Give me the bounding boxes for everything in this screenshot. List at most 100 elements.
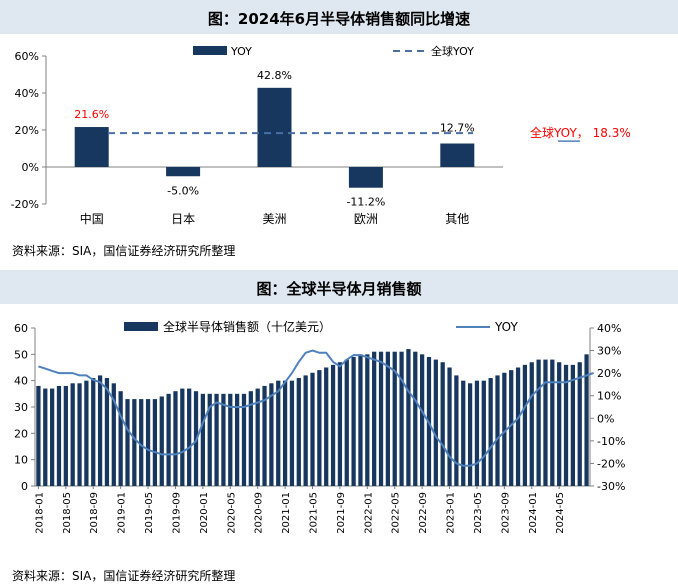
sales-bar <box>440 362 445 486</box>
left-tick-label: 50 <box>14 348 28 361</box>
x-tick-label: 2023-09 <box>500 492 511 534</box>
figure1-title-band: 图：2024年6月半导体销售额同比增速 <box>0 0 678 34</box>
sales-bar <box>467 383 473 486</box>
legend-line-label: 全球YOY <box>431 44 474 58</box>
sales-bar <box>351 356 356 486</box>
sales-bar <box>447 367 452 486</box>
sales-bar <box>372 351 377 486</box>
sales-bar <box>392 351 397 486</box>
sales-bar <box>173 391 178 486</box>
right-tick-label: 0% <box>597 412 614 425</box>
x-tick-label: 2020-09 <box>254 492 265 534</box>
bar <box>348 167 383 188</box>
x-tick-label: 2021-09 <box>336 492 347 534</box>
sales-bar <box>577 362 582 486</box>
x-tick-label: 2018-05 <box>62 492 73 534</box>
sales-bar <box>310 372 315 486</box>
sales-bar <box>365 354 370 486</box>
sales-bar <box>296 378 301 486</box>
x-tick-label: 2022-01 <box>363 492 374 534</box>
data-label: -5.0% <box>167 184 199 197</box>
x-tick-label: 2019-05 <box>144 492 155 534</box>
sales-bar <box>481 380 486 486</box>
sales-bar <box>529 362 534 486</box>
regional-yoy-chart: 60% 40% 20% 0% -20% 中国 21.6% 日本 -5.0% 美洲 42.8% 欧洲 -1… <box>11 44 631 226</box>
figure1-title: 图：2024年6月半导体销售额同比增速 <box>207 10 471 28</box>
sales-bar <box>228 393 233 486</box>
global-yoy-annotation: 全球YOY， 18.3% <box>530 125 631 140</box>
right-tick-label: 40% <box>597 322 621 335</box>
sales-bar <box>474 380 480 486</box>
legend-bar-label: 全球半导体销售额（十亿美元） <box>163 319 331 334</box>
sales-bar <box>584 354 589 486</box>
sales-bar <box>139 399 144 486</box>
sales-bar <box>522 364 528 486</box>
x-tick-label: 2024-05 <box>555 492 566 534</box>
right-tick-label: -20% <box>597 457 625 470</box>
x-tick-label: 2023-05 <box>473 492 484 534</box>
sales-bar <box>200 393 205 486</box>
figure2-source: 资料来源：SIA，国信证券经济研究所整理 <box>12 569 236 583</box>
monthly-sales-chart: 60 50 40 30 20 10 0 40% 30% 20% 10% 0% -10% -20% -30% 2… <box>14 319 625 534</box>
data-label: -11.2% <box>346 196 385 209</box>
sales-bar <box>570 364 575 486</box>
x-tick-label: 2020-01 <box>199 492 210 534</box>
sales-bar <box>502 372 507 486</box>
left-tick-label: 30 <box>14 401 28 414</box>
sales-bar <box>56 385 62 486</box>
figure1-source: 资料来源：SIA，国信证券经济研究所整理 <box>12 244 236 258</box>
bar <box>440 143 475 167</box>
y-tick-label: 60% <box>15 50 39 63</box>
sales-bar <box>111 383 116 486</box>
sales-bar <box>378 351 384 486</box>
sales-bar <box>515 367 521 486</box>
right-tick-label: -10% <box>597 435 625 448</box>
sales-bar <box>91 378 96 486</box>
x-tick-label: 2022-05 <box>391 492 402 534</box>
left-tick-label: 0 <box>21 480 28 493</box>
sales-bar <box>303 375 308 486</box>
left-tick-label: 10 <box>14 454 28 467</box>
x-tick-label: 2023-01 <box>446 492 457 534</box>
sales-bar <box>399 351 404 486</box>
x-tick-label: 2021-05 <box>309 492 320 534</box>
sales-bar <box>180 388 185 486</box>
sales-bar <box>433 359 438 486</box>
right-tick-label: 10% <box>597 390 621 403</box>
sales-bar <box>269 383 274 486</box>
sales-bar <box>262 385 267 486</box>
left-tick-label: 40 <box>14 375 28 388</box>
sales-bar <box>187 388 192 486</box>
x-tick-label: 其他 <box>445 212 469 226</box>
sales-bar <box>241 393 247 486</box>
sales-bar <box>461 380 466 486</box>
sales-bar <box>166 393 171 486</box>
sales-bar <box>330 364 336 486</box>
legend-line-label: YOY <box>494 320 518 334</box>
sales-bar <box>495 375 500 486</box>
sales-bar <box>358 354 363 486</box>
data-label: 42.8% <box>257 69 292 82</box>
sales-bar <box>289 380 295 486</box>
sales-bar <box>282 380 288 486</box>
sales-bar <box>118 391 123 486</box>
sales-bar <box>543 359 548 486</box>
x-tick-label: 2019-01 <box>117 492 128 534</box>
sales-bar <box>248 391 253 486</box>
sales-bar <box>152 399 158 486</box>
sales-bar <box>337 362 343 486</box>
x-tick-label: 2022-09 <box>418 492 429 534</box>
x-tick-label: 2018-09 <box>89 492 100 534</box>
sales-bar <box>488 378 493 486</box>
data-label: 12.7% <box>440 122 475 135</box>
sales-bar <box>235 393 240 486</box>
sales-bar <box>63 385 68 486</box>
right-tick-label: -30% <box>597 480 625 493</box>
right-tick-label: 20% <box>597 367 621 380</box>
sales-bar <box>454 375 459 486</box>
sales-bar <box>255 388 260 486</box>
sales-bar <box>77 383 82 486</box>
y-tick-label: 40% <box>15 87 39 100</box>
sales-bar <box>84 380 89 486</box>
sales-bar <box>159 396 164 486</box>
